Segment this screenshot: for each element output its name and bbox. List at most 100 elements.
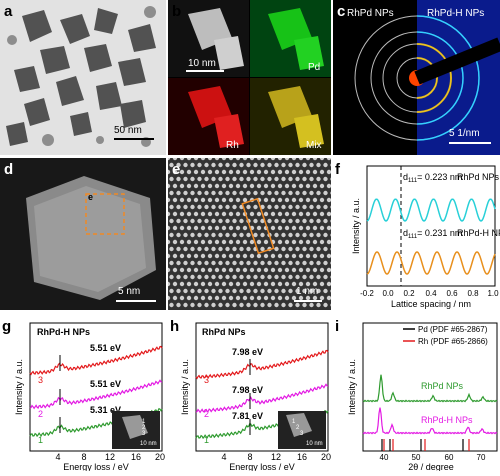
atom-dot bbox=[200, 158, 206, 161]
atom-dot bbox=[305, 295, 311, 301]
panel-a: a 50 nm bbox=[0, 0, 166, 155]
panel-label-g: g bbox=[2, 318, 12, 335]
atom-dot bbox=[225, 274, 230, 280]
legend-label: Rh (PDF #65-2866) bbox=[418, 337, 488, 346]
atom-dot bbox=[168, 197, 171, 203]
atom-dot bbox=[260, 218, 265, 224]
atom-dot bbox=[270, 267, 276, 273]
atom-dot bbox=[260, 232, 265, 238]
xrd-chart: Pd (PDF #65-2867) Rh (PDF #65-2866) RhPd… bbox=[347, 322, 498, 472]
atom-dot bbox=[253, 190, 258, 196]
saed-pattern bbox=[333, 0, 500, 155]
atom-dot bbox=[298, 295, 304, 301]
atom-dot bbox=[172, 225, 178, 231]
atom-dot bbox=[274, 246, 279, 252]
atom-dot bbox=[168, 158, 171, 161]
atom-dot bbox=[267, 218, 272, 224]
panel-label-b: b bbox=[172, 3, 182, 20]
atom-dot bbox=[249, 183, 255, 189]
panel-label-c: c bbox=[337, 3, 346, 20]
atom-dot bbox=[211, 288, 216, 294]
atom-dot bbox=[323, 176, 328, 182]
tick-label: 8 bbox=[81, 452, 86, 462]
tick-label: 16 bbox=[297, 452, 307, 462]
atom-dot bbox=[295, 232, 300, 238]
atom-dot bbox=[302, 218, 307, 224]
atom-dot bbox=[260, 204, 265, 210]
atom-dot bbox=[214, 295, 220, 301]
atom-dot bbox=[302, 190, 307, 196]
atom-dot bbox=[312, 239, 318, 245]
atom-dot bbox=[249, 281, 255, 287]
atom-dot bbox=[172, 239, 178, 245]
atom-dot bbox=[239, 218, 244, 224]
atom-dot bbox=[270, 295, 276, 301]
atom-dot bbox=[263, 169, 269, 175]
atom-dot bbox=[169, 218, 174, 224]
atom-dot bbox=[274, 204, 279, 210]
atom-dot bbox=[176, 246, 181, 252]
atom-dot bbox=[183, 176, 188, 182]
atom-dot bbox=[246, 190, 251, 196]
atom-dot bbox=[274, 260, 279, 266]
atom-dot bbox=[176, 176, 181, 182]
atom-dot bbox=[242, 158, 248, 161]
atom-dot bbox=[169, 246, 174, 252]
atom-dot bbox=[298, 281, 304, 287]
atom-dot bbox=[263, 158, 269, 161]
atom-dot bbox=[316, 162, 321, 168]
xrd-pattern bbox=[362, 374, 498, 403]
atom-dot bbox=[291, 169, 297, 175]
atom-dot bbox=[291, 158, 297, 161]
atom-dot bbox=[330, 205, 331, 209]
atom-dot bbox=[319, 253, 325, 259]
tick-label: 8 bbox=[247, 452, 252, 462]
atom-dot bbox=[242, 197, 248, 203]
atom-dot bbox=[256, 267, 262, 273]
panel-f: -0.2 0.0 0.2 0.4 0.6 0.8 1.0 Lattice spa… bbox=[333, 158, 500, 310]
panel-h: RhPd NPs 4 8 12 16 20 Energy loss / eV I… bbox=[168, 315, 331, 472]
curve-number-3: 3 bbox=[38, 375, 43, 385]
haadf-image bbox=[0, 158, 166, 310]
atom-dot bbox=[295, 162, 300, 168]
peak-energy-3: 7.98 eV bbox=[232, 347, 263, 357]
atom-dot bbox=[179, 295, 185, 301]
atom-dot bbox=[204, 288, 209, 294]
atom-dot bbox=[326, 281, 331, 287]
atom-dot bbox=[176, 218, 181, 224]
atom-dot bbox=[281, 260, 286, 266]
atom-dot bbox=[218, 274, 223, 280]
atom-dot bbox=[295, 218, 300, 224]
atom-dot bbox=[221, 211, 227, 217]
atom-dot bbox=[218, 218, 223, 224]
atom-dot bbox=[326, 253, 331, 259]
scale-text: 5 nm bbox=[118, 286, 141, 297]
atom-dot bbox=[204, 176, 209, 182]
atom-dot bbox=[242, 183, 248, 189]
atom-dot bbox=[263, 281, 269, 287]
atom-dot bbox=[235, 197, 241, 203]
atom-dot bbox=[256, 158, 262, 161]
scale-text: 5 1/nm bbox=[449, 128, 480, 139]
atom-dot bbox=[239, 190, 244, 196]
inset-point: 2 bbox=[296, 425, 300, 431]
atom-dot bbox=[267, 176, 272, 182]
atom-dot bbox=[190, 288, 195, 294]
atom-dot bbox=[256, 183, 262, 189]
atom-dot bbox=[323, 246, 328, 252]
atom-dot bbox=[228, 211, 234, 217]
atom-dot bbox=[330, 233, 331, 237]
atom-dot bbox=[309, 302, 314, 308]
atom-dot bbox=[197, 218, 202, 224]
atom-dot bbox=[211, 246, 216, 252]
atom-dot bbox=[225, 218, 230, 224]
atom-dot bbox=[330, 275, 331, 279]
inset-point: 1 bbox=[142, 419, 146, 425]
atom-dot bbox=[179, 169, 185, 175]
atom-dot bbox=[168, 211, 171, 217]
atom-dot bbox=[256, 253, 262, 259]
atom-dot bbox=[228, 295, 234, 301]
atom-dot bbox=[190, 246, 195, 252]
atom-dot bbox=[179, 281, 185, 287]
atom-dot bbox=[319, 267, 325, 273]
